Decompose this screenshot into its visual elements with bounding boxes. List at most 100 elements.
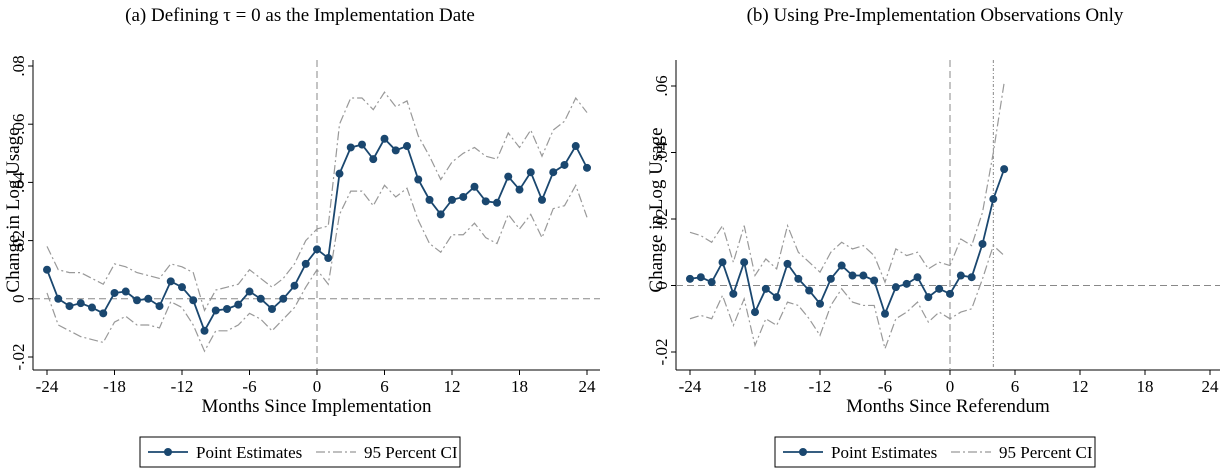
legend-label: Point Estimates — [196, 443, 302, 462]
estimate-point — [560, 160, 569, 169]
estimate-point — [924, 293, 933, 302]
estimate-point — [696, 273, 705, 282]
estimate-point — [279, 294, 288, 303]
x-tick-label: 12 — [1072, 377, 1089, 396]
y-tick-label: .08 — [9, 55, 28, 76]
estimate-point — [335, 169, 344, 178]
estimate-point — [935, 284, 944, 293]
x-tick-label: 0 — [946, 377, 955, 396]
estimate-point — [369, 155, 378, 164]
estimate-point — [346, 143, 355, 152]
estimate-point — [290, 281, 299, 290]
estimate-point — [686, 274, 694, 283]
estimate-point — [234, 300, 243, 309]
x-tick-label: -24 — [679, 377, 702, 396]
estimate-point — [178, 283, 186, 292]
estimate-point — [470, 182, 479, 191]
estimate-point — [358, 140, 366, 149]
estimate-point — [448, 195, 456, 204]
estimate-point — [740, 258, 749, 267]
estimate-point — [837, 261, 846, 270]
estimate-point — [707, 278, 716, 287]
estimate-line — [689, 168, 1006, 317]
y-tick-label: 0 — [9, 295, 28, 304]
x-tick-label: 18 — [511, 377, 528, 396]
x-tick-label: -6 — [878, 377, 892, 396]
estimate-point — [301, 259, 310, 268]
estimate-point — [65, 302, 74, 311]
estimate-point — [504, 172, 513, 181]
estimate-point — [761, 284, 770, 293]
estimate-point — [805, 286, 814, 295]
estimate-point — [772, 293, 781, 302]
y-tick-label: .04 — [652, 141, 671, 163]
legend: Point Estimates 95 Percent CI — [774, 436, 1096, 468]
x-tick-label: 6 — [380, 377, 389, 396]
estimate-point — [245, 287, 254, 296]
legend-marker — [164, 448, 172, 456]
estimate-point — [794, 274, 803, 283]
legend-label: 95 Percent CI — [364, 443, 458, 462]
estimate-point — [110, 288, 119, 297]
estimate-point — [459, 192, 468, 201]
estimate-point — [256, 294, 265, 303]
estimate-point — [268, 304, 276, 313]
legend: Point Estimates 95 Percent CI — [139, 436, 461, 468]
estimate-point — [729, 289, 738, 298]
x-tick-label: 12 — [444, 377, 461, 396]
estimate-point — [493, 198, 501, 207]
y-tick-label: 0 — [652, 281, 671, 290]
x-axis-label: Months Since Implementation — [201, 396, 432, 417]
y-tick-label: .02 — [9, 230, 28, 251]
estimate-point — [200, 326, 209, 335]
x-tick-label: -12 — [171, 377, 194, 396]
estimate-point — [211, 306, 220, 315]
estimate-point — [481, 197, 490, 206]
estimate-point — [718, 258, 727, 267]
estimate-point — [515, 185, 524, 194]
estimate-point — [324, 254, 333, 263]
estimate-point — [967, 273, 976, 282]
estimate-point — [583, 163, 591, 172]
estimate-point — [946, 289, 954, 298]
estimate-point — [414, 175, 423, 184]
x-tick-label: 18 — [1137, 377, 1154, 396]
ci-line — [689, 244, 1005, 351]
x-tick-label: 24 — [1202, 377, 1220, 396]
x-tick-label: -18 — [103, 377, 126, 396]
estimate-point — [848, 271, 857, 280]
estimate-point — [751, 308, 759, 317]
y-tick-label: .06 — [652, 75, 671, 96]
estimate-point — [870, 276, 879, 285]
y-tick-label: -.02 — [652, 339, 671, 366]
estimate-point — [43, 265, 51, 274]
estimate-point — [54, 294, 63, 303]
legend-label: Point Estimates — [831, 443, 937, 462]
estimate-point — [549, 168, 558, 177]
x-axis-label: Months Since Referendum — [846, 396, 1050, 417]
legend-box — [774, 436, 1096, 468]
chart-title: (a) Defining τ = 0 as the Implementation… — [125, 5, 475, 26]
legend-label: 95 Percent CI — [999, 443, 1093, 462]
estimate-point — [1000, 165, 1009, 174]
estimate-point — [826, 274, 835, 283]
estimate-point — [526, 168, 535, 177]
estimate-point — [380, 134, 389, 143]
estimate-point — [538, 195, 546, 204]
x-tick-label: -18 — [744, 377, 767, 396]
ci-line — [46, 91, 588, 312]
estimate-point — [902, 279, 911, 288]
estimate-point — [881, 309, 889, 318]
y-tick-label: .02 — [652, 208, 671, 229]
estimate-point — [571, 142, 580, 151]
estimate-point — [76, 299, 85, 308]
x-tick-label: 24 — [579, 377, 597, 396]
estimate-point — [133, 296, 141, 305]
y-axis-label: Change in Log Usage — [3, 127, 24, 292]
estimate-point — [391, 146, 400, 155]
x-tick-label: -6 — [242, 377, 256, 396]
estimate-point — [99, 309, 108, 318]
estimate-point — [816, 299, 824, 308]
estimate-point — [891, 283, 900, 292]
